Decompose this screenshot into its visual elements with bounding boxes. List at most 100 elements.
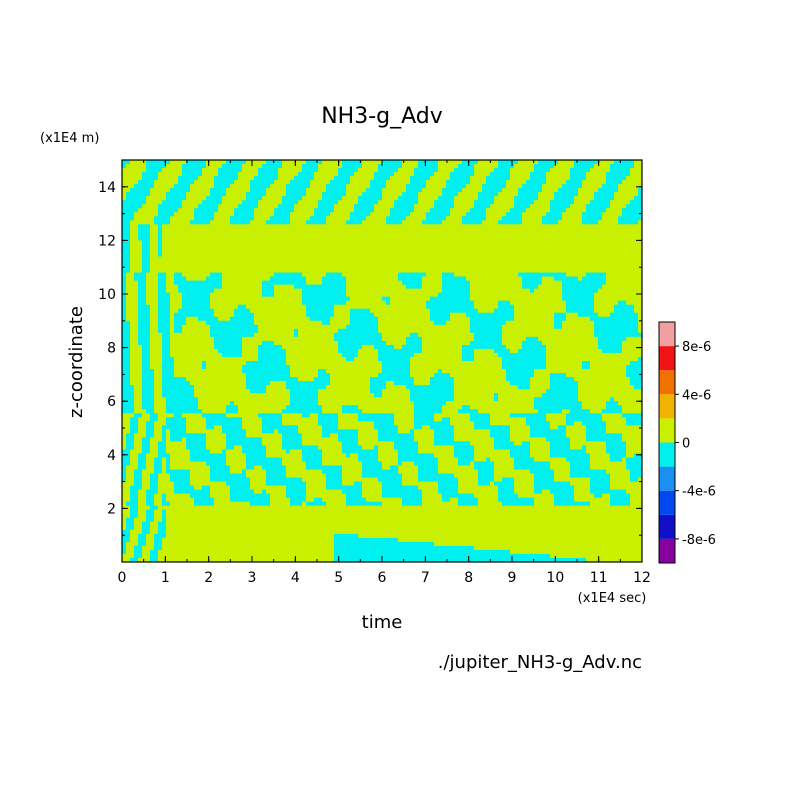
heatmap-cell-positive <box>182 240 187 245</box>
heatmap-cell-positive <box>550 196 555 201</box>
heatmap-cell-positive <box>494 256 499 261</box>
heatmap-cell-positive <box>318 280 323 286</box>
heatmap-cell-positive <box>194 272 199 277</box>
heatmap-cell-negative <box>550 164 555 169</box>
heatmap-cell-positive <box>166 260 171 265</box>
heatmap-cell-negative <box>234 312 239 318</box>
heatmap-cell-negative <box>138 192 143 197</box>
heatmap-cell-negative <box>158 296 163 302</box>
heatmap-cell-negative <box>538 184 543 189</box>
heatmap-cell-positive <box>498 288 503 294</box>
heatmap-cell-positive <box>366 240 371 245</box>
heatmap-cell-negative <box>178 276 183 281</box>
heatmap-cell-positive <box>218 308 223 314</box>
heatmap-cell-positive <box>538 284 543 290</box>
heatmap-cell-positive <box>250 228 255 233</box>
heatmap-cell-negative <box>186 188 191 193</box>
heatmap-cell-positive <box>638 272 642 277</box>
heatmap-cell-positive <box>206 232 211 237</box>
heatmap-cell-positive <box>314 280 319 286</box>
heatmap-cell-positive <box>634 260 639 265</box>
heatmap-cell-positive <box>362 292 367 298</box>
heatmap-cell-positive <box>534 248 539 253</box>
heatmap-cell-positive <box>510 172 515 177</box>
heatmap-cell-positive <box>270 296 275 302</box>
heatmap-cell-negative <box>398 216 403 221</box>
heatmap-cell-positive <box>278 168 283 173</box>
heatmap-cell-positive <box>126 272 131 277</box>
heatmap-cell-positive <box>302 160 307 165</box>
heatmap-cell-negative <box>402 196 407 201</box>
heatmap-cell-positive <box>366 228 371 233</box>
heatmap-cell-positive <box>238 256 243 261</box>
heatmap-cell-positive <box>406 248 411 253</box>
heatmap-cell-negative <box>426 212 431 217</box>
heatmap-cell-positive <box>150 284 155 290</box>
heatmap-cell-negative <box>326 208 331 213</box>
heatmap-cell-positive <box>150 272 155 277</box>
heatmap-cell-positive <box>374 264 379 269</box>
heatmap-cell-positive <box>602 160 607 165</box>
heatmap-cell-negative <box>566 204 571 209</box>
heatmap-cell-positive <box>630 256 635 261</box>
heatmap-cell-negative <box>194 300 199 306</box>
y-unit-label: (x1E4 m) <box>40 131 99 146</box>
heatmap-cell-negative <box>190 308 195 314</box>
heatmap-cell-positive <box>230 204 235 209</box>
heatmap-cell-positive <box>594 300 599 306</box>
heatmap-cell-positive <box>390 224 395 229</box>
heatmap-cell-positive <box>230 232 235 237</box>
heatmap-cell-positive <box>378 212 383 217</box>
heatmap-cell-negative <box>138 292 143 298</box>
heatmap-cell-negative <box>526 184 531 189</box>
heatmap-cell-positive <box>514 264 519 269</box>
heatmap-cell-positive <box>286 168 291 173</box>
heatmap-cell-positive <box>234 188 239 193</box>
heatmap-cell-positive <box>494 264 499 269</box>
heatmap-cell-negative <box>442 280 447 286</box>
heatmap-cell-positive <box>154 272 159 277</box>
heatmap-cell-negative <box>542 172 547 177</box>
heatmap-cell-positive <box>350 200 355 205</box>
heatmap-cell-positive <box>450 252 455 257</box>
heatmap-cell-negative <box>582 160 587 165</box>
heatmap-cell-negative <box>310 284 315 290</box>
heatmap-cell-positive <box>342 216 347 221</box>
heatmap-cell-positive <box>378 292 383 298</box>
heatmap-cell-positive <box>554 308 559 314</box>
heatmap-cell-positive <box>338 212 343 217</box>
heatmap-cell-negative <box>590 296 595 302</box>
heatmap-cell-negative <box>354 212 359 217</box>
heatmap-cell-negative <box>578 184 583 189</box>
heatmap-cell-negative <box>478 220 483 225</box>
heatmap-cell-positive <box>134 232 139 237</box>
heatmap-cell-positive <box>170 288 175 294</box>
heatmap-cell-positive <box>470 248 475 253</box>
heatmap-cell-positive <box>406 168 411 173</box>
heatmap-cell-positive <box>394 188 399 193</box>
heatmap-cell-positive <box>458 204 463 209</box>
heatmap-cell-positive <box>294 168 299 173</box>
heatmap-cell-negative <box>590 220 595 225</box>
heatmap-cell-negative <box>606 204 611 209</box>
heatmap-cell-positive <box>438 288 443 294</box>
heatmap-cell-positive <box>230 224 235 229</box>
heatmap-cell-positive <box>162 176 167 181</box>
heatmap-cell-positive <box>318 164 323 169</box>
heatmap-cell-negative <box>554 216 559 221</box>
heatmap-cell-positive <box>366 168 371 173</box>
heatmap-cell-negative <box>394 208 399 213</box>
heatmap-cell-positive <box>634 192 639 197</box>
heatmap-cell-negative <box>458 172 463 177</box>
heatmap-cell-negative <box>618 164 623 169</box>
heatmap-cell-positive <box>522 224 527 229</box>
heatmap-cell-positive <box>458 256 463 261</box>
heatmap-cell-positive <box>518 240 523 245</box>
heatmap-cell-positive <box>346 200 351 205</box>
heatmap-cell-positive <box>514 228 519 233</box>
heatmap-cell-negative <box>338 196 343 201</box>
heatmap-cell-positive <box>370 260 375 265</box>
heatmap-cell-positive <box>438 180 443 185</box>
heatmap-cell-positive <box>438 272 443 277</box>
heatmap-cell-negative <box>462 168 467 173</box>
